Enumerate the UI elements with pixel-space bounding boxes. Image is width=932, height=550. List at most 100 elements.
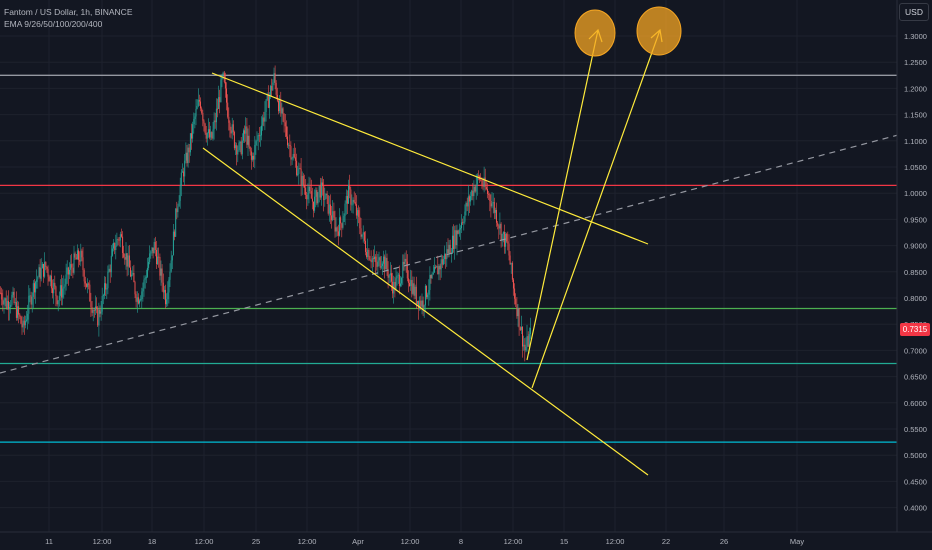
candle-body <box>124 257 126 260</box>
candle-body <box>305 187 307 195</box>
candle-body <box>227 102 229 117</box>
candle-body <box>315 190 317 197</box>
candle-body <box>213 120 215 130</box>
candle-body <box>368 249 370 260</box>
candle-body <box>388 275 390 278</box>
candle-body <box>335 227 337 232</box>
candle-body <box>403 261 405 265</box>
currency-button[interactable]: USD <box>899 3 929 21</box>
candle-body <box>350 189 352 205</box>
candle-body <box>70 264 72 270</box>
candle-body <box>21 323 23 328</box>
candle-body <box>142 288 144 292</box>
price-axis-background[interactable] <box>897 0 932 532</box>
candle-body <box>278 100 279 112</box>
candle-body <box>154 242 156 250</box>
y-tick-label: 1.3000 <box>904 32 927 41</box>
candle-body <box>462 222 464 224</box>
indicator-label[interactable]: EMA 9/26/50/100/200/400 <box>4 19 103 29</box>
candle-body <box>522 326 523 347</box>
candle-body <box>320 182 322 198</box>
candle-body <box>166 299 168 305</box>
horizontal-levels <box>0 74 897 443</box>
candle-body <box>137 297 139 304</box>
candle-body <box>459 228 461 230</box>
candle-body <box>130 267 131 277</box>
candle-body <box>45 261 47 267</box>
candle-body <box>452 235 453 253</box>
candle-body <box>332 211 334 221</box>
candle-body <box>233 132 235 149</box>
candle-body <box>134 282 136 295</box>
candle-body <box>72 267 74 273</box>
candle-body <box>414 286 416 296</box>
candle-body <box>198 99 200 102</box>
candle-body <box>192 124 194 139</box>
candle-body <box>467 196 469 207</box>
candle-body <box>342 221 344 228</box>
candle-body <box>258 135 260 137</box>
candle-body <box>38 267 40 278</box>
candle-body <box>417 300 418 304</box>
target-line-1 <box>526 29 599 361</box>
candle-body <box>367 249 369 257</box>
candle-body <box>162 282 164 293</box>
candle-body <box>526 336 528 348</box>
candle-body <box>61 285 63 298</box>
target-line-2 <box>531 29 661 389</box>
y-tick-label: 1.0500 <box>904 163 927 172</box>
candle-body <box>261 125 262 136</box>
candle-body <box>376 262 378 267</box>
candle-body <box>366 252 368 257</box>
candle-body <box>369 259 371 261</box>
candle-body <box>352 199 354 205</box>
target-circle-2 <box>636 6 682 56</box>
candle-body <box>463 221 465 223</box>
candle-body <box>404 258 406 265</box>
candle-body <box>1 292 3 300</box>
candle-body <box>122 236 124 253</box>
candle-body <box>395 278 397 290</box>
candle-body <box>518 308 520 328</box>
x-tick-label: 15 <box>560 537 568 546</box>
candle-body <box>100 311 102 314</box>
candle-body <box>402 261 404 278</box>
candle-body <box>420 300 422 307</box>
x-tick-label: May <box>790 537 804 546</box>
candle-body <box>13 291 15 304</box>
candle-body <box>489 194 491 201</box>
candle-body <box>374 256 375 259</box>
candle-body <box>513 279 514 289</box>
candle-body <box>441 259 443 265</box>
candle-body <box>75 257 77 260</box>
candle-body <box>55 286 57 297</box>
candle-body <box>141 291 143 299</box>
candle-body <box>468 196 470 202</box>
candle-body <box>79 259 81 262</box>
candle-body <box>196 105 198 109</box>
candle-body <box>341 223 343 228</box>
candle-body <box>114 242 116 250</box>
symbol-title[interactable]: Fantom / US Dollar, 1h, BINANCE <box>4 7 133 17</box>
candle-body <box>246 126 248 145</box>
candle-body <box>516 304 518 317</box>
candle-body <box>424 285 426 306</box>
time-axis-background[interactable] <box>0 532 932 550</box>
candle-body <box>34 283 35 293</box>
candle-body <box>31 296 33 305</box>
candle-body <box>386 257 388 270</box>
candle-body <box>458 229 460 234</box>
candle-body <box>109 268 111 273</box>
candle-body <box>108 268 110 272</box>
candle-body <box>293 154 295 158</box>
candle-body <box>27 313 29 320</box>
candle-body <box>487 188 488 194</box>
candle-body <box>289 144 291 147</box>
candle-body <box>226 88 227 103</box>
candle-body <box>148 262 150 268</box>
candle-body <box>123 253 125 258</box>
candle-body <box>461 222 462 229</box>
candle-body <box>111 248 113 256</box>
candle-body <box>269 95 270 108</box>
